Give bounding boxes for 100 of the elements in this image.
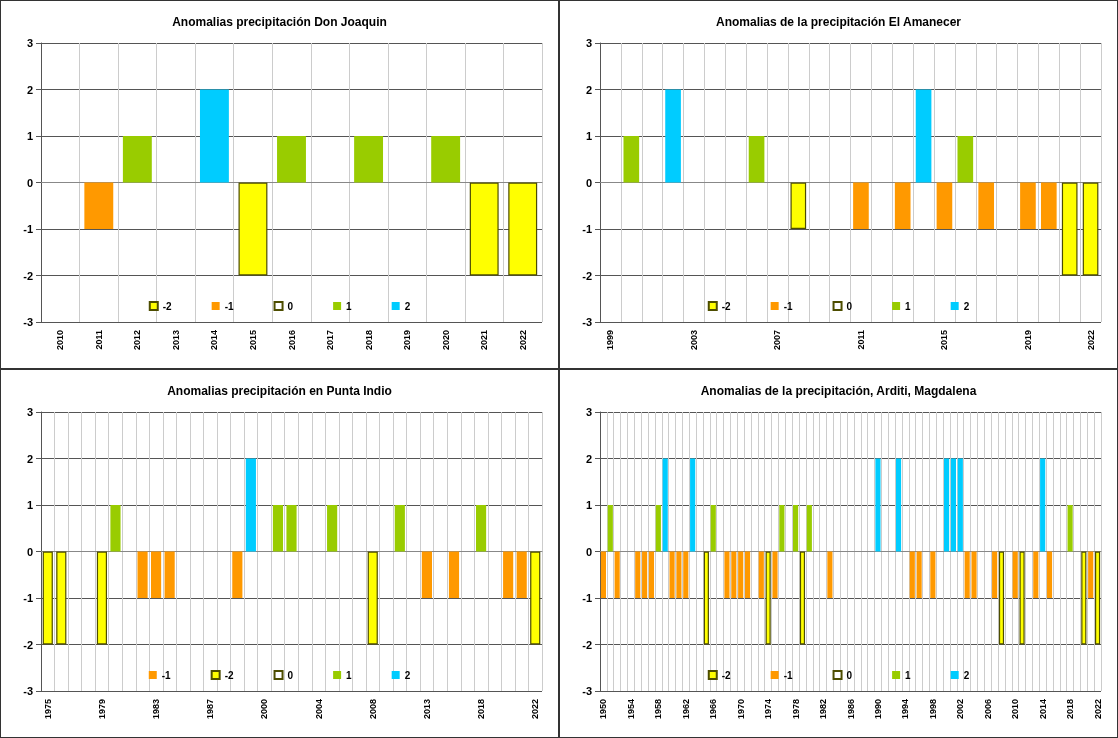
bar <box>936 182 953 229</box>
bar <box>394 505 405 552</box>
bar <box>600 551 607 598</box>
legend-label: 1 <box>905 300 912 312</box>
legend-label: -2 <box>721 669 732 681</box>
bar <box>853 182 869 229</box>
x-tick-label: 2004 <box>313 699 324 720</box>
bar <box>648 551 655 598</box>
bar <box>665 89 681 183</box>
x-tick-label: 2010 <box>55 330 66 351</box>
y-tick-label: -1 <box>582 223 592 235</box>
x-tick-label: 1983 <box>151 699 162 720</box>
bar <box>779 505 785 552</box>
bar <box>56 551 67 645</box>
bar <box>944 458 950 552</box>
x-tick-label: 1979 <box>96 699 107 720</box>
y-tick-label: 3 <box>26 37 33 49</box>
bar <box>151 551 162 598</box>
bar <box>1061 182 1078 276</box>
x-tick-label: 2021 <box>479 330 490 351</box>
x-tick-label: 1999 <box>605 330 616 351</box>
x-tick-label: 1994 <box>900 699 911 720</box>
bar <box>655 505 661 552</box>
y-tick-label: 1 <box>585 130 592 142</box>
bar <box>916 551 922 598</box>
y-tick-label: 2 <box>26 452 33 465</box>
x-tick-label: 1950 <box>598 699 609 720</box>
legend-label: 2 <box>963 669 970 681</box>
x-tick-label: 2018 <box>1065 699 1076 720</box>
x-tick-label: 2015 <box>247 330 258 351</box>
y-tick-label: 1 <box>26 130 33 142</box>
bar <box>690 458 696 552</box>
x-tick-label: 2013 <box>170 330 181 351</box>
x-tick-label: 2000 <box>259 699 270 720</box>
x-tick-label: 1954 <box>625 699 636 720</box>
legend-label: 2 <box>404 669 411 681</box>
bar <box>469 182 499 276</box>
y-tick-label: -3 <box>582 316 592 328</box>
bar <box>1020 182 1036 229</box>
x-tick-label: 2022 <box>1085 330 1096 351</box>
bar <box>748 136 765 183</box>
bar <box>623 136 640 183</box>
bar <box>1019 551 1025 645</box>
bar <box>827 551 833 598</box>
y-tick-label: -1 <box>23 592 33 604</box>
bar <box>1094 551 1101 645</box>
bar <box>421 551 432 598</box>
legend-label: 0 <box>846 300 853 312</box>
bar <box>1088 551 1094 598</box>
bar <box>1081 551 1087 645</box>
y-tick-label: 1 <box>585 499 592 511</box>
x-tick-label: 2015 <box>939 330 950 351</box>
y-tick-label: -2 <box>582 269 592 282</box>
legend-label: 0 <box>287 300 294 312</box>
bar <box>1082 182 1099 276</box>
bar <box>894 182 911 229</box>
legend-label: 1 <box>905 669 912 681</box>
bar <box>744 551 751 598</box>
bar <box>998 551 1005 645</box>
bar <box>238 182 268 276</box>
bar <box>915 89 932 183</box>
bar <box>516 551 527 598</box>
legend-label: 2 <box>404 300 411 312</box>
bar <box>909 551 915 598</box>
y-tick-label: -1 <box>23 223 33 235</box>
y-tick-label: 2 <box>585 452 592 465</box>
x-tick-label: 2022 <box>517 330 528 351</box>
x-tick-label: 1982 <box>818 699 829 720</box>
x-tick-label: 2007 <box>772 330 783 351</box>
x-tick-label: 1987 <box>205 699 216 720</box>
bar <box>1067 505 1073 552</box>
chart-title: Anomalias de la precipitación El Amanecer <box>716 15 962 29</box>
legend-label: -1 <box>224 300 234 312</box>
bar <box>367 551 378 645</box>
x-tick-label: 2011 <box>855 330 866 350</box>
bar <box>1033 551 1039 598</box>
x-tick-label: 2019 <box>1022 330 1033 351</box>
bar <box>758 551 764 598</box>
y-tick-label: 1 <box>26 499 33 511</box>
bar <box>957 136 974 183</box>
bar <box>448 551 460 598</box>
bar <box>327 505 338 552</box>
bar <box>790 182 807 229</box>
bar <box>614 551 620 598</box>
x-tick-label: 1962 <box>680 699 691 720</box>
x-tick-label: 2008 <box>367 699 378 720</box>
bar <box>277 136 306 183</box>
x-tick-label: 2017 <box>325 330 336 351</box>
bar <box>642 551 648 598</box>
x-tick-label: 1990 <box>872 699 883 720</box>
bar <box>662 458 668 552</box>
bar <box>503 551 514 598</box>
bar <box>765 551 771 645</box>
bar <box>1040 458 1046 552</box>
bar <box>957 458 963 552</box>
bar <box>683 551 689 598</box>
bar <box>793 505 799 552</box>
legend-label: -2 <box>162 300 173 312</box>
x-tick-label: 2020 <box>440 330 451 351</box>
x-tick-label: 1978 <box>790 699 801 720</box>
